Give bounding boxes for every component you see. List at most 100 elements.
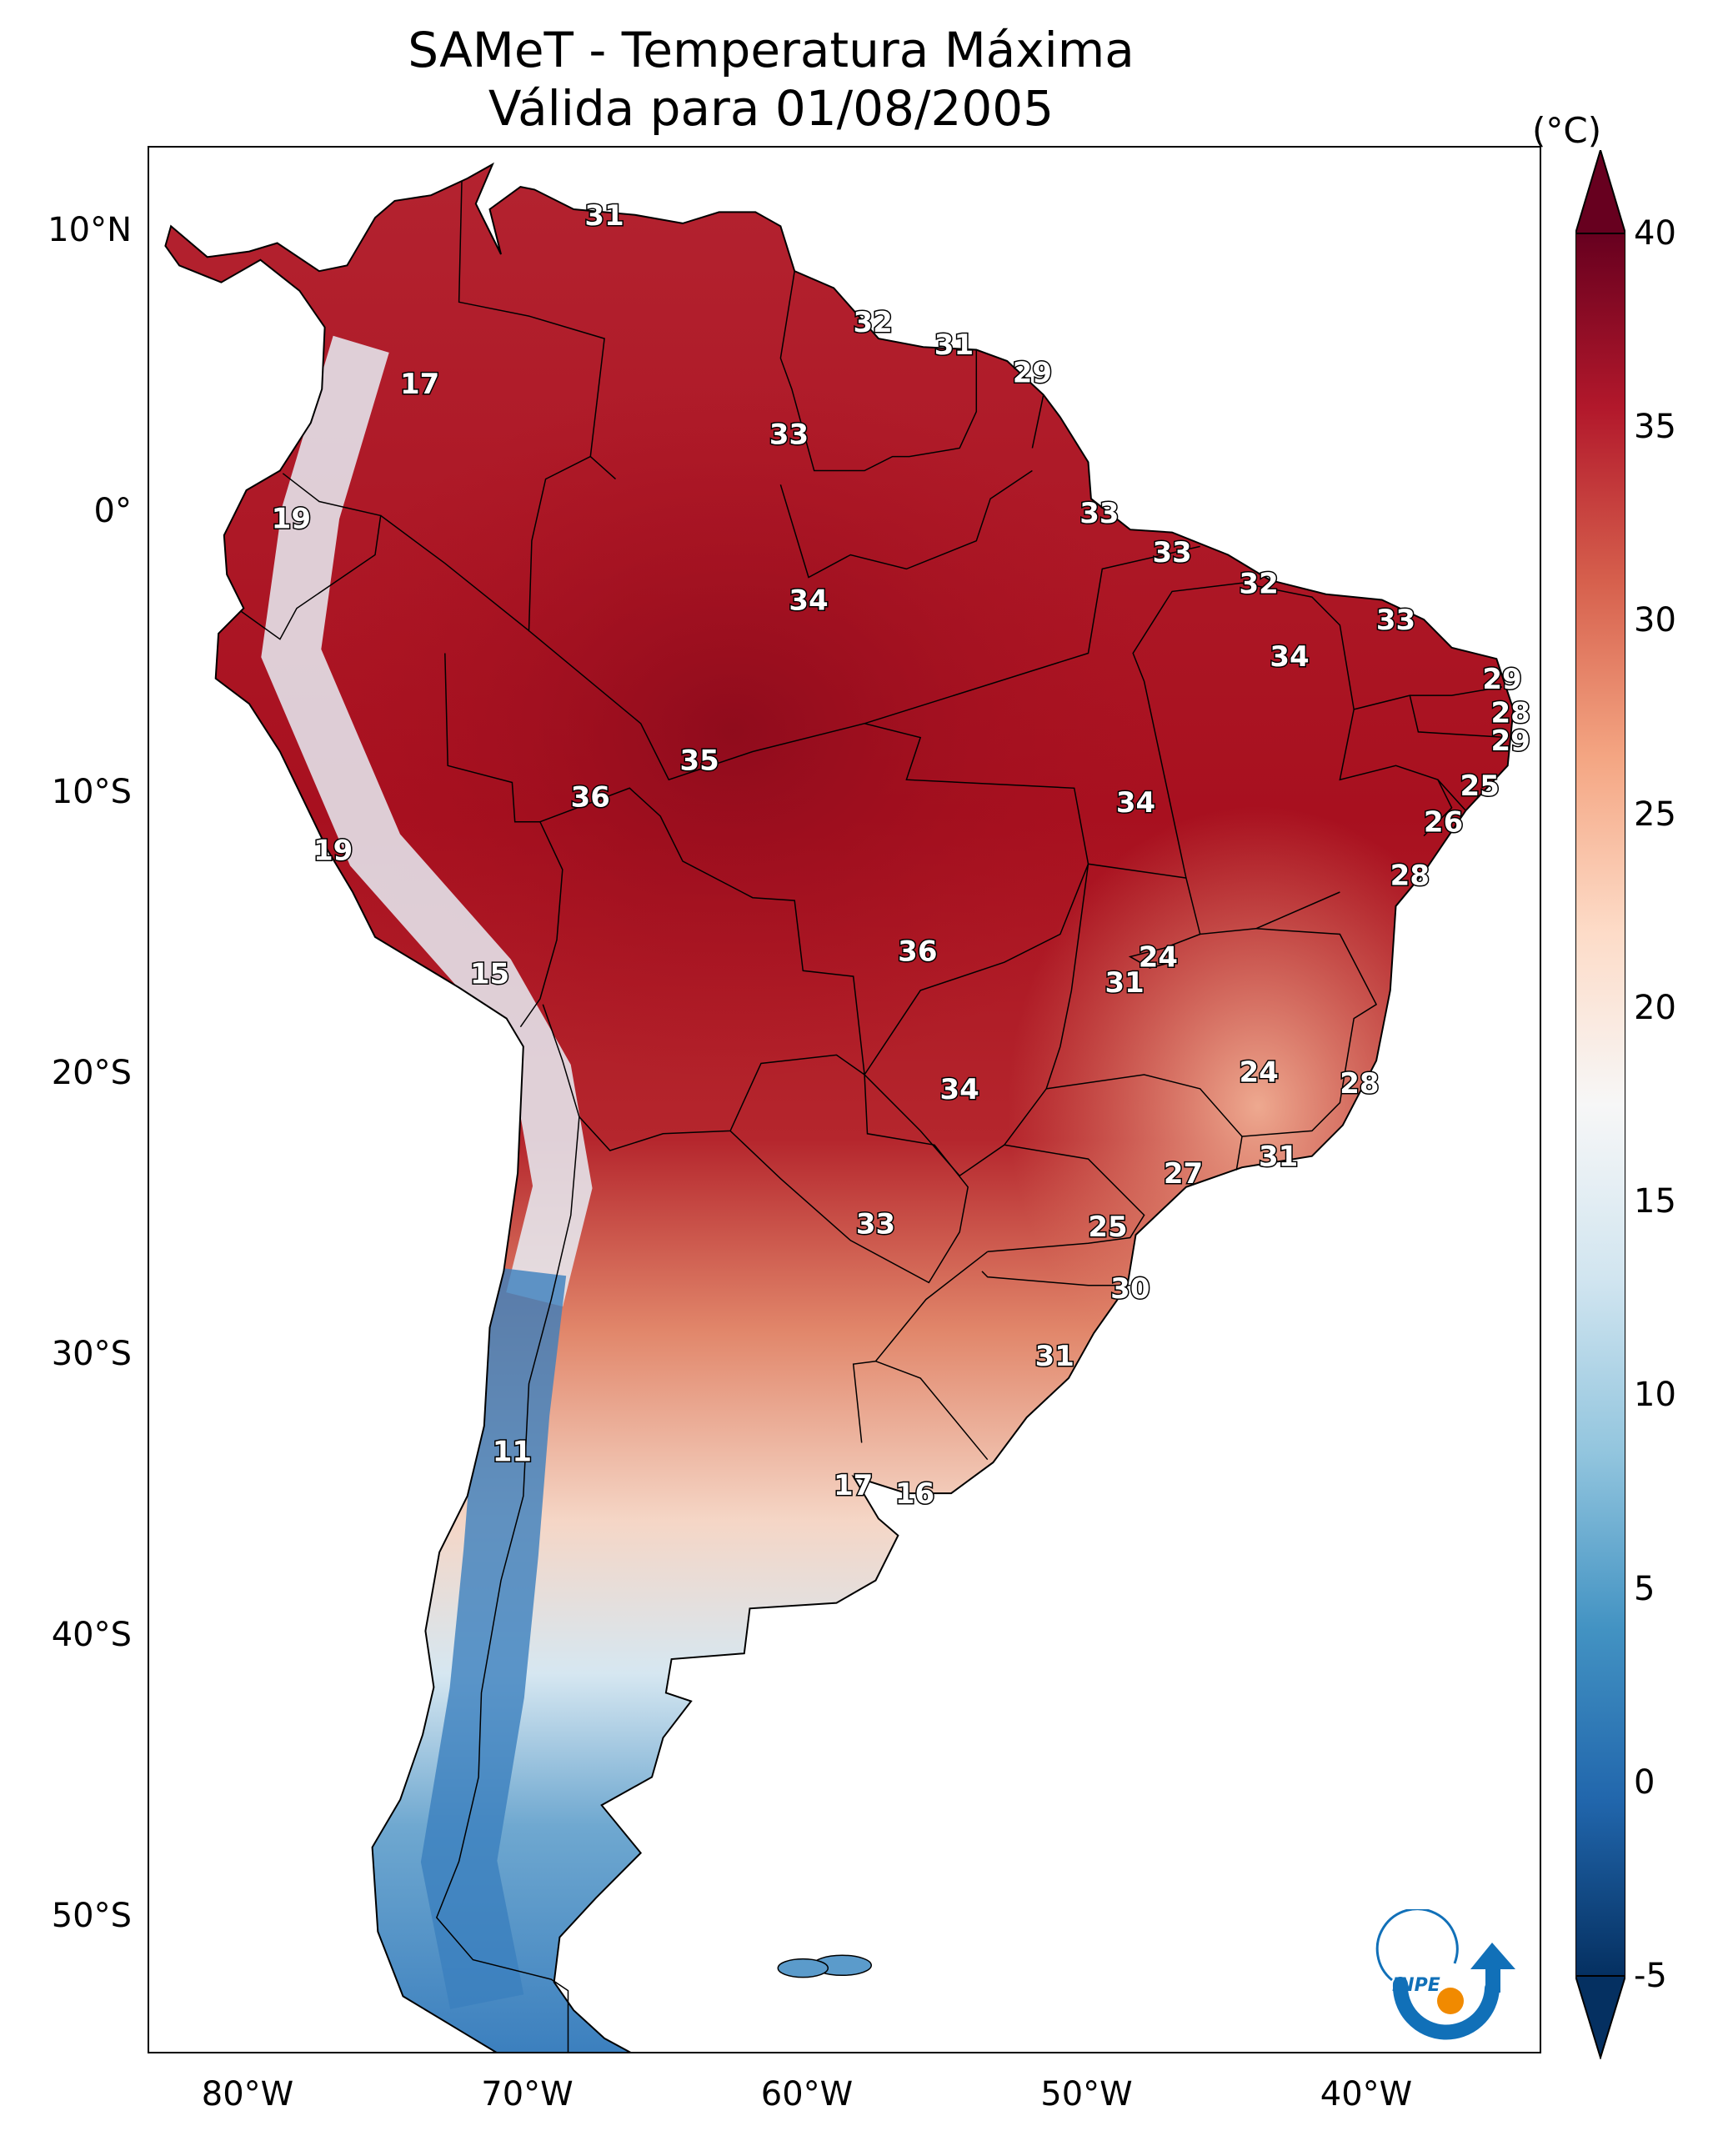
colorbar-unit: (°C) [1532, 110, 1602, 151]
station-value-label: 34 [789, 584, 828, 617]
colorbar-min-extension [1575, 1975, 1625, 2059]
inpe-logo: INPE [1375, 1909, 1515, 2040]
station-value-label: 31 [1259, 1141, 1298, 1174]
border-line [729, 1074, 969, 1284]
colorbar-tick-label: 25 [1634, 795, 1676, 834]
station-value-label: 34 [940, 1073, 979, 1106]
border-line [779, 469, 1033, 579]
border-line [1354, 686, 1503, 710]
border-line [1128, 933, 1200, 969]
station-value-label: 31 [934, 328, 974, 362]
station-value-label: 30 [1110, 1272, 1150, 1306]
colorbar-gradient [1575, 233, 1625, 1977]
colorbar [1575, 150, 1625, 2059]
coastline [164, 162, 1515, 2052]
station-value-label: 36 [571, 780, 610, 814]
map-panel: 31 32 31 29 17 33 19 33 33 32 33 34 34 29 28 29 35 25 36 34… [148, 146, 1541, 2053]
border-line [1409, 694, 1508, 739]
station-value-label: 17 [834, 1469, 873, 1502]
border-line [981, 1271, 1130, 1286]
colorbar-tick-label: 5 [1634, 1569, 1655, 1608]
station-value-label: 34 [1116, 786, 1155, 820]
lat-tick-label: 50°S [51, 1897, 132, 1935]
lat-tick-label: 0° [93, 492, 132, 530]
station-value-label: 24 [1139, 940, 1178, 974]
lat-tick-label: 20°S [51, 1054, 132, 1092]
colorbar-tick-label: -5 [1634, 1957, 1667, 1995]
station-value-label: 11 [493, 1436, 532, 1469]
border-line [987, 1144, 1145, 1253]
border-line [539, 787, 865, 1075]
station-value-label: 28 [1340, 1067, 1379, 1101]
lat-tick-label: 40°S [51, 1616, 132, 1654]
station-value-label: 29 [1490, 725, 1530, 758]
lat-tick-label: 10°N [48, 211, 132, 249]
lat-tick-label: 10°S [51, 773, 132, 811]
map-title: SAMeT - Temperatura Máxima [408, 22, 1134, 78]
station-value-label: 27 [1164, 1157, 1203, 1191]
island-shape [777, 1958, 829, 1978]
station-value-label: 26 [1424, 806, 1463, 840]
station-value-label: 28 [1490, 696, 1530, 730]
border-line [1132, 582, 1466, 879]
colorbar-max-extension [1575, 150, 1625, 234]
lon-tick-label: 60°W [760, 2075, 854, 2113]
falkland-islands [777, 1954, 873, 1978]
station-value-label: 33 [769, 419, 809, 452]
lat-tick-label: 30°S [51, 1335, 132, 1373]
border-line [1031, 394, 1044, 449]
border-line [240, 473, 382, 640]
station-value-label: 35 [679, 745, 719, 778]
station-value-label: 32 [854, 306, 893, 339]
station-value-label: 36 [898, 935, 937, 969]
border-line [864, 545, 1200, 725]
lon-tick-label: 50°W [1040, 2075, 1133, 2113]
border-line [1423, 779, 1453, 837]
logo-text: INPE [1392, 1975, 1440, 1996]
station-value-label: 25 [1088, 1211, 1127, 1244]
station-value-label: 31 [1104, 966, 1144, 1000]
border-line [1046, 928, 1378, 1137]
colorbar-tick-label: 0 [1634, 1762, 1655, 1802]
border-line [864, 864, 1089, 1177]
land-temperature-field [165, 164, 1514, 2052]
station-value-label: 19 [272, 503, 311, 536]
border-line [852, 1360, 876, 1443]
station-value-label: 16 [895, 1477, 934, 1511]
station-value-label: 25 [1460, 770, 1500, 803]
border-line [380, 455, 591, 633]
station-value-label: 29 [1013, 357, 1052, 390]
station-value-label: 28 [1390, 860, 1430, 893]
station-value-label: 31 [1035, 1340, 1074, 1373]
station-value-label: 34 [1270, 640, 1309, 674]
station-value-label: 24 [1239, 1056, 1278, 1090]
border-line [779, 271, 978, 472]
colorbar-tick-label: 10 [1634, 1376, 1676, 1415]
station-value-label: 33 [1376, 604, 1415, 637]
border-line [1235, 1136, 1243, 1171]
country-borders [240, 181, 1508, 2052]
colorbar-tick-label: 35 [1634, 408, 1676, 447]
colorbar-tick-label: 20 [1634, 988, 1676, 1027]
station-value-label: 33 [856, 1208, 895, 1241]
station-value-label: 32 [1239, 567, 1278, 600]
colorbar-tick-label: 40 [1634, 214, 1676, 253]
station-value-label: 33 [1079, 497, 1119, 530]
lon-tick-label: 80°W [201, 2075, 294, 2113]
border-line [542, 1004, 865, 1151]
border-line [435, 1116, 580, 2052]
station-value-label: 15 [470, 958, 509, 991]
colorbar-tick-label: 30 [1634, 601, 1676, 640]
station-value-label: 29 [1482, 663, 1521, 696]
border-line [458, 181, 616, 480]
station-value-label: 31 [584, 199, 624, 233]
map-subtitle: Válida para 01/08/2005 [488, 80, 1054, 137]
station-value-label: 33 [1152, 536, 1191, 569]
colorbar-tick-label: 15 [1634, 1182, 1676, 1221]
station-value-label: 19 [313, 834, 353, 867]
station-value-label: 17 [400, 368, 439, 401]
lon-tick-label: 70°W [481, 2075, 573, 2113]
lon-tick-label: 40°W [1320, 2075, 1413, 2113]
